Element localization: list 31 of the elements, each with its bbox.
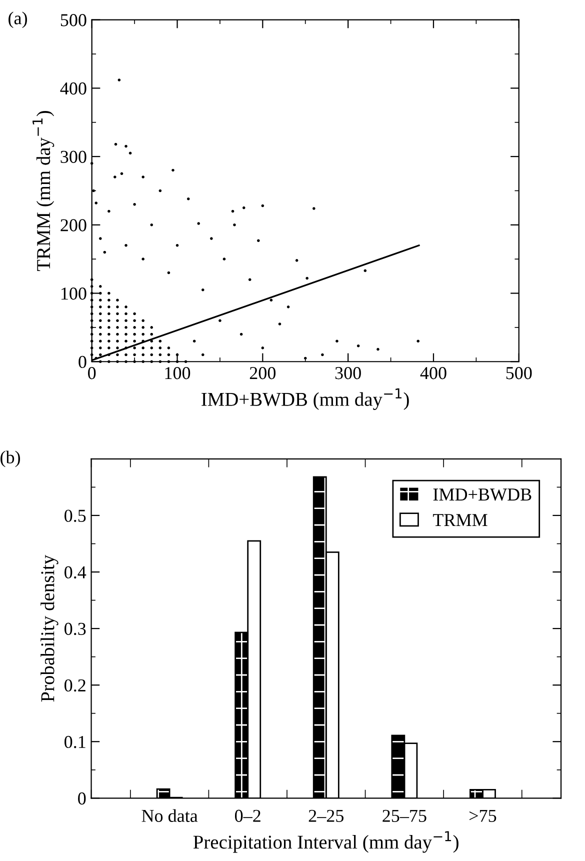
- y-axis-title: TRMM (mm day$^{−1}$): [32, 111, 54, 272]
- y-axis-title: Probability density: [40, 554, 58, 702]
- y-tick-label: 0.1: [64, 736, 86, 748]
- x-axis-title: IMD+BWDB (mm day$^{−1}$): [202, 388, 409, 410]
- y-tick-label: 300: [60, 150, 86, 163]
- legend-label: IMD+BWDB: [433, 488, 532, 501]
- y-tick-label: 400: [60, 82, 86, 95]
- x-tick-label: 500: [506, 367, 532, 380]
- text: (b): [0, 450, 20, 468]
- y-tick-label: 100: [61, 288, 86, 300]
- y-tick-label: 0: [78, 356, 86, 368]
- x-tick-label: 300: [335, 367, 361, 380]
- y-tick-label: 0.2: [64, 679, 86, 692]
- y-tick-label: 0.3: [64, 622, 86, 636]
- y-tick-label: 0: [78, 792, 86, 805]
- y-tick-label: 0.4: [64, 566, 86, 579]
- text: (a): [8, 12, 27, 28]
- y-tick-label: 500: [60, 14, 86, 26]
- x-tick-label: 0: [88, 367, 96, 380]
- x-tick-label: 200: [250, 367, 276, 380]
- y-tick-label: 200: [60, 219, 86, 232]
- x-tick-label: 400: [420, 367, 446, 380]
- y-tick-label: 0.5: [64, 510, 86, 522]
- x-tick-label: >75: [470, 810, 496, 822]
- x-tick-label: 25–75: [382, 810, 426, 822]
- x-tick-label: 0–2: [234, 810, 260, 822]
- x-tick-label: 2–25: [308, 810, 344, 822]
- x-tick-label: 100: [165, 367, 190, 380]
- x-axis-title: Precipitation Interval (mm day$^{−1}$): [193, 831, 458, 853]
- legend-label: TRMM: [432, 514, 488, 526]
- x-tick-label: No data: [142, 809, 198, 822]
